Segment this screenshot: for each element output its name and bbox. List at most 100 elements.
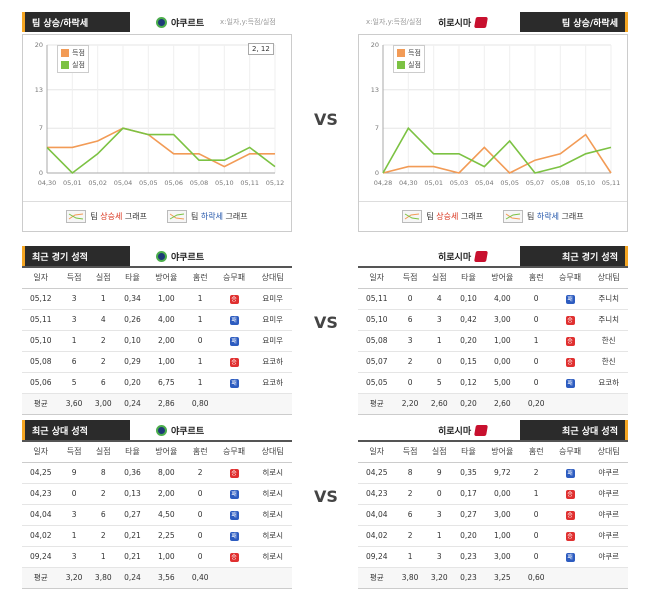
table-cell: 히로시 <box>253 504 292 526</box>
average-cell <box>214 393 254 415</box>
table-cell: 6 <box>88 504 118 526</box>
left-trend-chart: 20 13 7 0 04,30 05,01 05,02 05,04 05,05 05,06 05,0… <box>35 41 285 187</box>
table-cell: 9,72 <box>483 462 522 484</box>
table-cell: 5,00 <box>483 372 522 394</box>
table-cell: 0,26 <box>117 309 148 331</box>
column-header: 득점 <box>395 268 425 289</box>
table-cell: 0 <box>395 372 425 394</box>
table-cell: 6 <box>395 504 425 526</box>
table-row: 05,06 5 6 0,20 6,75 1 패 요코하 <box>22 372 292 394</box>
rising-graph-button[interactable]: 팀 상승세 그래프 <box>66 210 147 223</box>
falling-graph-button[interactable]: 팀 하락세 그래프 <box>503 210 584 223</box>
table-cell: 0,21 <box>117 546 148 568</box>
table-cell: 0,00 <box>483 351 522 373</box>
table-header-row: 일자 득점 실점 타율 방어율 홈런 승무패 상대팀 <box>22 268 292 289</box>
table-cell: 3,00 <box>483 309 522 331</box>
right-h2h-panel: 히로시마 최근 상대 성적 일자 득점 실점 타율 방어율 홈런 승무패 상대팀 04,25 8 9… <box>358 418 628 589</box>
column-header: 실점 <box>88 442 118 463</box>
right-chart-box: 20 13 7 0 04,28 04,30 05,01 05,03 05,04 05,05 05,0… <box>358 34 628 232</box>
table-cell: 3 <box>59 309 89 331</box>
column-header: 득점 <box>59 442 89 463</box>
rising-graph-icon <box>402 210 423 223</box>
rising-graph-button[interactable]: 팀 상승세 그래프 <box>402 210 483 223</box>
left-h2h-tab: 최근 상대 성적 <box>22 420 130 440</box>
table-cell: 2,00 <box>147 330 186 352</box>
table-cell: 0 <box>521 525 551 547</box>
table-cell: 1 <box>185 351 215 373</box>
column-header: 실점 <box>424 268 454 289</box>
table-cell: 야쿠르 <box>589 504 628 526</box>
table-cell: 2 <box>395 525 425 547</box>
loss-badge-icon: 패 <box>565 468 575 478</box>
table-row: 05,11 3 4 0,26 4,00 1 패 요미우 <box>22 309 292 331</box>
column-header: 일자 <box>358 442 396 463</box>
table-cell: 야쿠르 <box>589 483 628 505</box>
falling-graph-button[interactable]: 팀 하락세 그래프 <box>167 210 248 223</box>
table-cell: 1 <box>59 330 89 352</box>
average-cell: 3,80 <box>395 567 425 589</box>
table-cell: 0,23 <box>453 546 484 568</box>
x-tick-label: 05,05 <box>500 179 519 187</box>
average-row: 평균 3,20 3,80 0,24 3,56 0,40 <box>22 567 292 589</box>
average-cell: 2,86 <box>147 393 186 415</box>
right-team-header: 히로시마 <box>438 16 489 29</box>
table-cell: 1 <box>59 525 89 547</box>
table-row: 05,08 6 2 0,29 1,00 1 승 요코하 <box>22 351 292 373</box>
table-cell: 0,20 <box>117 372 148 394</box>
average-cell: 3,20 <box>424 567 454 589</box>
table-cell: 09,24 <box>358 546 396 568</box>
table-cell: 1,00 <box>147 546 186 568</box>
left-team-header: 야쿠르트 <box>156 16 204 29</box>
table-cell: 0,10 <box>117 330 148 352</box>
table-cell: 0 <box>521 309 551 331</box>
column-header: 승무패 <box>550 268 590 289</box>
table-cell: 0 <box>521 546 551 568</box>
table-cell: 1 <box>521 483 551 505</box>
table-cell: 0 <box>185 330 215 352</box>
x-tick-label: 05,08 <box>551 179 570 187</box>
win-badge-icon: 승 <box>565 357 575 367</box>
x-tick-label: 05,04 <box>475 179 494 187</box>
table-cell: 05,06 <box>22 372 60 394</box>
right-recent-panel: 히로시마 최근 경기 성적 일자 득점 실점 타율 방어율 홈런 승무패 상대팀 05,11 0 4… <box>358 244 628 415</box>
column-header: 승무패 <box>550 442 590 463</box>
table-cell: 3 <box>395 330 425 352</box>
right-chart-subtitle: x:일자,y:득점/실점 <box>366 18 422 26</box>
x-tick-label: 05,01 <box>424 179 443 187</box>
column-header: 방어율 <box>147 268 186 289</box>
table-row: 05,07 2 0 0,15 0,00 0 승 한신 <box>358 351 628 373</box>
average-cell <box>589 393 628 415</box>
column-header: 상대팀 <box>253 268 292 289</box>
table-cell: 승 <box>550 309 590 331</box>
average-cell: 3,00 <box>88 393 118 415</box>
table-cell: 05,11 <box>22 309 60 331</box>
table-cell: 승 <box>214 288 254 310</box>
average-cell: 2,60 <box>424 393 454 415</box>
table-cell: 6 <box>88 372 118 394</box>
table-cell: 0 <box>521 288 551 310</box>
table-cell: 5 <box>424 372 454 394</box>
table-cell: 패 <box>550 462 590 484</box>
column-header: 타율 <box>453 442 484 463</box>
left-h2h-panel: 최근 상대 성적 야쿠르트 일자 득점 실점 타율 방어율 홈런 승무패 상대팀 04,25 9 8… <box>22 418 292 589</box>
table-cell: 9 <box>424 462 454 484</box>
table-cell: 05,12 <box>22 288 60 310</box>
table-row: 05,10 6 3 0,42 3,00 0 승 주니치 <box>358 309 628 331</box>
table-cell: 0 <box>185 483 215 505</box>
average-cell: 평균 <box>22 393 60 415</box>
column-header: 상대팀 <box>589 442 628 463</box>
loss-badge-icon: 패 <box>229 336 239 346</box>
x-tick-label: 05,10 <box>215 179 234 187</box>
table-row: 04,25 8 9 0,35 9,72 2 패 야쿠르 <box>358 462 628 484</box>
average-cell: 0,23 <box>453 567 484 589</box>
table-cell: 1 <box>185 309 215 331</box>
table-cell: 패 <box>214 309 254 331</box>
table-cell: 3 <box>424 546 454 568</box>
table-row: 04,02 2 1 0,20 1,00 0 승 야쿠르 <box>358 525 628 547</box>
table-cell: 2 <box>521 462 551 484</box>
table-cell: 0 <box>521 372 551 394</box>
table-cell: 0,10 <box>453 288 484 310</box>
table-cell: 0,20 <box>453 525 484 547</box>
table-cell: 요코하 <box>589 372 628 394</box>
table-cell: 6 <box>59 351 89 373</box>
